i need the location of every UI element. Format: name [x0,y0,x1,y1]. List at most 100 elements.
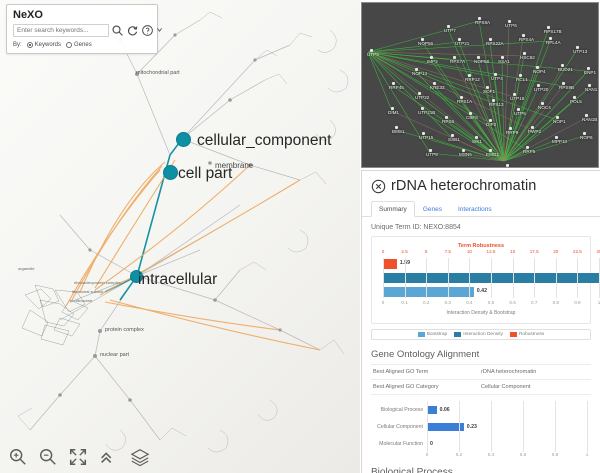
gene-node[interactable] [492,99,495,102]
detail-tabs[interactable]: Summary Genes Interactions [362,201,600,217]
chart-legend[interactable]: Bootstrap Interaction Density Robustness [371,329,591,340]
gene-node[interactable] [475,136,478,139]
axis-tick: 0.4 [487,452,495,457]
gene-node[interactable] [513,93,516,96]
gene-node[interactable] [549,37,552,40]
gene-node[interactable] [583,132,586,135]
tab-summary[interactable]: Summary [371,201,415,217]
gene-node[interactable] [561,64,564,67]
gene-node[interactable] [576,46,579,49]
gene-node[interactable] [392,82,395,85]
search-input[interactable] [13,24,109,37]
gene-node[interactable] [555,136,558,139]
gene-node[interactable] [429,149,432,152]
axis-tick: 1 [585,452,589,457]
gene-node[interactable] [391,107,394,110]
radio-genes[interactable] [66,42,73,48]
legend-interaction-density[interactable]: Interaction Density [454,332,503,337]
gene-node[interactable] [501,56,504,59]
grid-line [383,258,384,298]
tab-interactions[interactable]: Interactions [457,206,492,213]
gene-node[interactable] [469,112,472,115]
gene-node[interactable] [395,126,398,129]
gene-node[interactable] [468,74,471,77]
gene-node[interactable] [421,38,424,41]
node-intracellular[interactable] [130,270,143,283]
gene-node[interactable] [536,66,539,69]
gene-node[interactable] [370,49,373,52]
gene-node[interactable] [526,146,529,149]
gene-node[interactable] [460,96,463,99]
gene-node[interactable] [453,56,456,59]
layers-icon[interactable] [128,447,152,467]
gene-node[interactable] [508,20,511,23]
go-alignment-chart: Biological Process 0.06 Cellular Compone… [371,401,591,461]
search-icon[interactable] [111,24,124,37]
gene-node[interactable] [451,134,454,137]
gene-node[interactable] [422,132,425,135]
search-panel[interactable]: NeXO [6,4,162,54]
gene-node[interactable] [462,149,465,152]
gene-node[interactable] [486,86,489,89]
zoom-in-icon[interactable] [8,447,28,467]
gene-node[interactable] [522,34,525,37]
gene-node[interactable] [477,56,480,59]
refresh-icon[interactable] [126,24,139,37]
radio-keywords[interactable] [26,42,33,48]
node-cell-part[interactable] [163,165,178,180]
gene-node[interactable] [494,73,497,76]
legend-bootstrap[interactable]: Bootstrap [417,332,447,337]
gene-node[interactable] [573,96,576,99]
gene-node[interactable] [447,25,450,28]
gene-node[interactable] [421,107,424,110]
zoom-out-icon[interactable] [38,447,58,467]
gene-node[interactable] [478,17,481,20]
gene-node[interactable] [541,102,544,105]
gene-node[interactable] [547,26,550,29]
close-circle-icon[interactable] [371,179,386,194]
gene-node[interactable] [523,52,526,55]
ontology-tree-graph[interactable] [0,0,360,473]
gene-interaction-network[interactable]: UTP9 NOP56 UTP7 RPS8A UTP6 RPS17B UTP21 RPS22A R… [361,2,599,168]
gene-node[interactable] [585,114,588,117]
go-chart-axis: 0 0.2 0.4 0.6 0.8 1 [426,452,589,461]
gene-node[interactable] [418,92,421,95]
node-cellular-component[interactable] [176,132,191,147]
axis-tick: 0.6 [509,300,516,305]
gene-node[interactable] [517,108,520,111]
axis-tick: 0.3 [444,300,451,305]
tab-genes[interactable]: Genes [422,206,442,213]
grid-line [459,401,460,452]
gene-node[interactable] [537,84,540,87]
go-value-molecular-function: 0 [430,440,433,447]
gene-node[interactable] [556,116,559,119]
term-detail-panel[interactable]: rDNA heterochromatin Summary Genes Inter… [361,170,600,473]
gene-node[interactable] [489,119,492,122]
axis-tick: 17.5 [529,249,539,254]
gene-node[interactable] [509,127,512,130]
gene-node[interactable] [430,56,433,59]
legend-robustness[interactable]: Robustness [509,332,544,337]
go-term-key: Best Aligned GO Term [373,369,429,375]
gene-node[interactable] [489,38,492,41]
gene-node[interactable] [445,116,448,119]
gene-node[interactable] [588,84,591,87]
tree-toolbar[interactable] [8,447,152,467]
gene-node[interactable] [458,38,461,41]
axis-tick: 0.9 [574,300,581,305]
gene-node[interactable] [531,126,534,129]
gene-node[interactable] [433,82,436,85]
gene-node[interactable] [506,164,509,167]
gene-node[interactable] [489,149,492,152]
fit-screen-icon[interactable] [68,447,88,467]
ontology-tree-panel[interactable]: cellular_component cell part intracellul… [0,0,360,473]
gene-node[interactable] [587,67,590,70]
axis-tick: 10 [466,249,472,254]
help-icon[interactable] [141,24,154,37]
gene-node[interactable] [519,74,522,77]
collapse-icon[interactable] [98,447,118,467]
gene-node[interactable] [562,82,565,85]
gene-node[interactable] [415,68,418,71]
chevron-down-icon[interactable] [156,24,163,37]
go-row-molecular-function: Molecular Function 0 [379,435,587,452]
